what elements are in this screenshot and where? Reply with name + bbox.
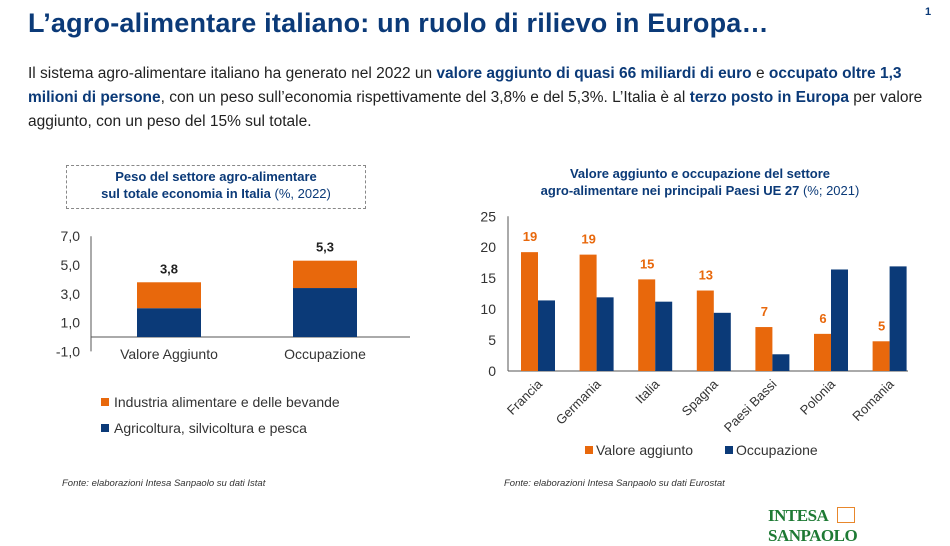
bar-agricoltura	[293, 288, 357, 337]
bar-industria	[137, 282, 201, 309]
intro-part: , con un peso sull’economia rispettivame…	[160, 89, 690, 106]
legend-swatch	[585, 446, 593, 454]
page-title: L’agro-alimentare italiano: un ruolo di …	[28, 8, 769, 38]
intro-part: e	[751, 65, 769, 82]
bar-occupazione	[889, 266, 907, 371]
data-label: 7	[761, 304, 768, 319]
legend-label: Valore aggiunto	[596, 442, 693, 458]
logo-right: SANPAOLO	[768, 526, 858, 545]
x-tick-label: Romania	[849, 376, 897, 424]
y-tick-label: 25	[480, 208, 496, 224]
left-chart-title: Peso del settore agro-alimentare sul tota…	[66, 165, 366, 209]
intro-highlight: occupato oltre 1,3 milioni di persone	[28, 65, 902, 106]
intesa-sanpaolo-logo: INTESA SANPAOLO	[768, 506, 950, 546]
bar-occupazione	[713, 312, 731, 371]
y-tick-label: 3,0	[61, 286, 81, 302]
x-tick-label: Occupazione	[284, 346, 366, 362]
legend-swatch	[725, 446, 733, 454]
data-label: 6	[819, 311, 826, 326]
legend-swatch	[101, 398, 109, 406]
charts-canvas: -1,0 1,0 3,0 5,0 7,0 3,8 Valore Aggiunto 5,3 Occ…	[56, 208, 908, 458]
intro-highlight: valore aggiunto di quasi 66 miliardi di …	[436, 65, 752, 82]
title-unit: (%, 2022)	[274, 186, 331, 201]
y-tick-label: 15	[480, 270, 496, 286]
logo-left: INTESA	[768, 506, 828, 525]
bar-valore-aggiunto	[872, 341, 890, 371]
y-tick-label: 10	[480, 301, 496, 317]
bar-valore-aggiunto	[579, 254, 597, 371]
title-line: Peso del settore agro-alimentare	[115, 169, 317, 184]
bar-valore-aggiunto	[521, 252, 538, 371]
bar-industria	[293, 260, 357, 289]
bar-valore-aggiunto	[638, 279, 656, 371]
intro-highlight: terzo posto in Europa	[689, 89, 849, 106]
right-source: Fonte: elaborazioni Intesa Sanpaolo su d…	[504, 478, 725, 489]
x-tick-label: Paesi Bassi	[721, 376, 780, 435]
bar-occupazione	[831, 269, 848, 371]
legend-label: Agricoltura, silvicoltura e pesca	[114, 420, 307, 436]
bar-valore-aggiunto	[755, 327, 773, 371]
x-tick-label: Polonia	[797, 376, 839, 418]
page-number: 1	[925, 6, 932, 18]
logo-icon	[837, 507, 856, 523]
legend-swatch	[101, 424, 109, 432]
intro-part: Il sistema agro-alimentare italiano ha g…	[28, 65, 437, 82]
title-line: Valore aggiunto e occupazione del settor…	[569, 166, 831, 181]
y-tick-label: 1,0	[61, 315, 81, 331]
x-tick-label: Spagna	[679, 376, 722, 419]
title-line: agro-alimentare nei principali Paesi UE …	[540, 183, 800, 198]
legend-label: Occupazione	[736, 442, 818, 458]
left-source: Fonte: elaborazioni Intesa Sanpaolo su d…	[62, 478, 266, 489]
left-chart: -1,0 1,0 3,0 5,0 7,0 3,8 Valore Aggiunto 5,3 Occ…	[56, 228, 410, 436]
right-chart: 0 5 10 15 20 25 19 Francia 19 Germania 15 Italia 13 S…	[480, 208, 908, 458]
right-chart-title: Valore aggiunto e occupazione del settor…	[480, 165, 920, 199]
y-tick-label: 5,0	[61, 257, 81, 273]
data-label: 5	[878, 318, 885, 333]
bar-occupazione	[538, 300, 555, 371]
x-tick-label: Italia	[632, 376, 663, 407]
y-tick-label: 20	[480, 239, 496, 255]
y-tick-label: 0	[488, 363, 496, 379]
title-unit: (%; 2021)	[802, 183, 860, 198]
bar-valore-aggiunto	[814, 333, 831, 371]
data-label: 13	[699, 268, 713, 283]
y-tick-label: -1,0	[56, 343, 80, 359]
bar-agricoltura	[137, 308, 201, 337]
intro-part: per valore aggiunto, con un peso del 15%…	[28, 89, 923, 130]
bar-occupazione	[772, 354, 790, 371]
x-tick-label: Valore Aggiunto	[120, 346, 218, 362]
y-tick-label: 7,0	[61, 228, 81, 244]
title-line: sul totale economia in Italia	[101, 186, 271, 201]
bar-occupazione	[596, 297, 614, 371]
x-tick-label: Germania	[553, 376, 605, 428]
data-label: 3,8	[160, 261, 178, 276]
legend-label: Industria alimentare e delle bevande	[114, 394, 340, 410]
data-label: 19	[523, 229, 537, 244]
data-label: 5,3	[316, 240, 334, 255]
data-label: 19	[581, 232, 595, 247]
intro-text: Il sistema agro-alimentare italiano ha g…	[28, 62, 928, 134]
bar-occupazione	[655, 301, 673, 371]
bar-valore-aggiunto	[696, 290, 714, 371]
x-tick-label: Francia	[504, 376, 546, 418]
y-tick-label: 5	[488, 332, 496, 348]
data-label: 15	[640, 256, 654, 271]
